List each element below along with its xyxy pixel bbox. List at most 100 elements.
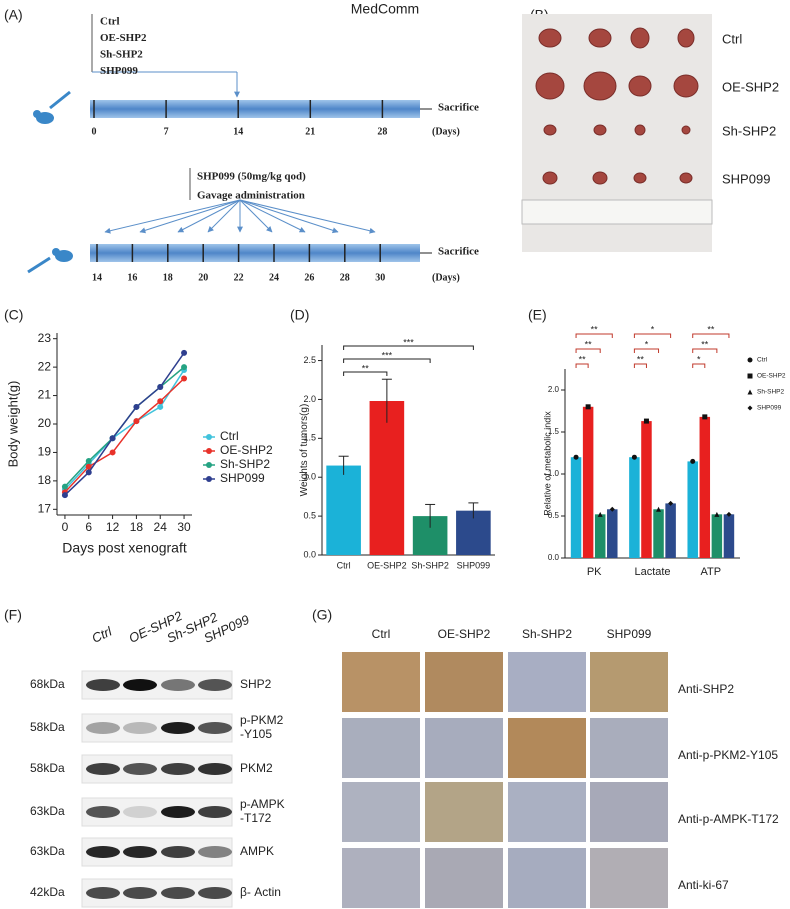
protein-label: p-AMPK [240,797,285,811]
bar [607,509,618,558]
panel-label: (E) [528,307,547,323]
gavage-arrow [139,199,241,234]
legend-marker [747,357,753,363]
tumor [681,125,691,135]
point [181,364,188,371]
y-tick-label: 1.0 [303,472,316,482]
timeline-bar [90,244,420,262]
significance-bracket [633,348,660,353]
blot-band [86,722,120,734]
tumor-row-label: Ctrl [722,31,742,46]
blot-band [198,722,232,734]
series-line [64,369,185,490]
y-tick-label: 17 [38,501,52,515]
protein-label: AMPK [240,844,274,858]
group-name: Sh-SHP2 [100,49,143,61]
y-tick-label: 1.5 [303,433,316,443]
blot-band [161,722,195,734]
bar-marker [597,511,603,517]
ihc-image [425,782,503,842]
significance-bracket [343,371,388,376]
y-tick-label: 0.0 [548,553,560,562]
column-label: Sh-SHP2 [522,627,572,641]
timeline-label: 16 [127,272,137,283]
significance-bracket [692,363,706,368]
series-line [64,377,185,493]
x-tick-label: 12 [106,520,120,534]
point [61,483,68,490]
tumor [583,71,617,101]
y-tick-label: 0.0 [303,549,316,559]
significance-label: * [651,324,655,334]
panel-label: (F) [4,607,22,623]
ihc-image [425,718,503,778]
x-tick-label: Ctrl [337,560,351,570]
legend-label: SHP099 [757,405,782,412]
mouse-icon [27,90,73,274]
legend-label: SHP099 [220,471,265,485]
days-unit: (Days) [432,272,460,283]
bar [687,461,698,558]
blot-band [161,679,195,691]
x-tick-label: Lactate [634,566,670,578]
significance-label: *** [382,350,393,360]
legend-marker [747,373,753,379]
blot-band [161,887,195,899]
size-label: 58kDa [30,761,65,775]
row-label: Anti-p-AMPK-T172 [678,812,779,826]
y-axis-label: Body weight(g) [5,381,20,468]
tumor [633,172,647,184]
column-label: SHP099 [607,627,652,641]
protein-label: β- Actin [240,885,281,899]
y-tick-label: 21 [38,388,52,402]
timeline-label: 20 [198,272,208,283]
row-label: Anti-SHP2 [678,682,734,696]
ruler [521,199,713,225]
legend-label: Ctrl [220,429,239,443]
series-line [64,366,185,488]
point [85,463,92,470]
gavage-arrow [239,199,273,233]
lane-label: Ctrl [89,623,115,646]
significance-label: ** [362,363,370,373]
timeline-label: 30 [375,272,385,283]
legend-marker [206,462,212,468]
blot-band [198,806,232,818]
legend-marker [206,434,212,440]
panel-label: (C) [4,307,23,323]
group-list [91,14,240,98]
blot-band [123,806,157,818]
legend-label: OE-SHP2 [757,373,786,380]
column-label: OE-SHP2 [438,627,491,641]
bar-marker [726,511,732,517]
significance-bracket [692,348,718,353]
blot-band [123,722,157,734]
y-tick-label: 18 [38,473,52,487]
x-tick-label: 18 [130,520,144,534]
panel-label: (A) [4,7,23,23]
bar [699,416,711,558]
point [109,435,116,442]
bar-marker [643,418,649,424]
bar-marker [702,414,708,420]
tumor [592,171,608,185]
tumor [673,74,699,98]
bar-marker [656,506,662,512]
ihc-image [508,848,586,908]
timeline-label: 21 [305,126,315,137]
size-label: 63kDa [30,804,65,818]
bar-marker [573,454,579,460]
protein-label: -T172 [240,811,272,825]
timeline-label: 7 [164,126,169,137]
column-label: Ctrl [372,627,391,641]
significance-label: ** [591,324,599,334]
protein-label: -Y105 [240,727,272,741]
blot-band [86,763,120,775]
significance-label: ** [707,324,715,334]
legend-marker [747,405,753,411]
timeline-label: 28 [340,272,350,283]
y-tick-label: 23 [38,331,52,345]
tumor [628,75,652,97]
size-label: 68kDa [30,677,65,691]
blot-band [86,679,120,691]
